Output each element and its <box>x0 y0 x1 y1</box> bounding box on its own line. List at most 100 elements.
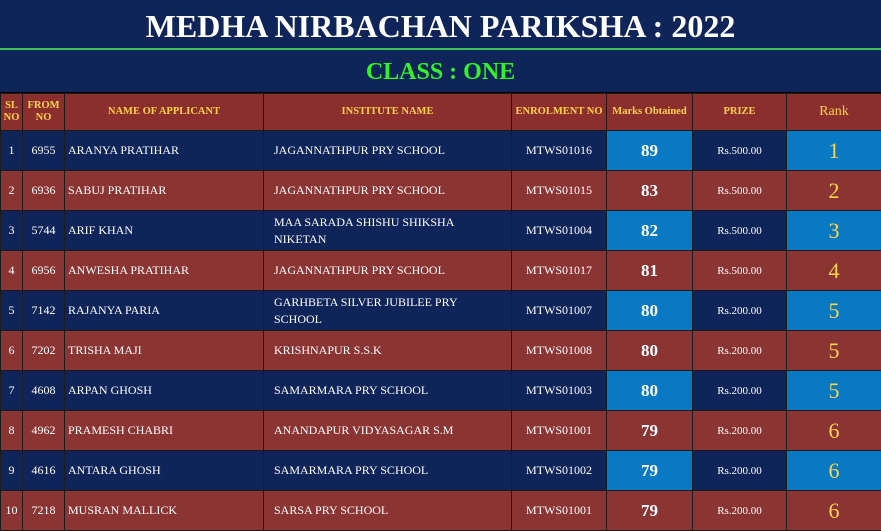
prize-cell: Rs.200.00 <box>692 410 787 451</box>
rank-cell: 3 <box>786 210 881 251</box>
from-no-cell: 7218 <box>22 490 65 531</box>
prize-cell: Rs.200.00 <box>692 330 787 371</box>
prize-cell: Rs.500.00 <box>692 250 787 291</box>
results-table: SL NO FROM NO NAME OF APPLICANT INSTITUT… <box>0 93 881 531</box>
sl-no-cell: 6 <box>0 330 23 371</box>
table-row: 5 7142 RAJANYA PARIA GARHBETA SILVER JUB… <box>0 290 881 331</box>
prize-cell: Rs.200.00 <box>692 290 787 331</box>
rank-cell: 6 <box>786 450 881 491</box>
marks-cell: 79 <box>606 450 693 491</box>
enrolment-no-cell: MTWS01017 <box>511 250 607 291</box>
header-applicant-name: NAME OF APPLICANT <box>64 93 264 131</box>
table-row: 8 4962 PRAMESH CHABRI ANANDAPUR VIDYASAG… <box>0 410 881 451</box>
table-row: 2 6936 SABUJ PRATIHAR JAGANNATHPUR PRY S… <box>0 170 881 211</box>
table-row: 6 7202 TRISHA MAJI KRISHNAPUR S.S.K MTWS… <box>0 330 881 371</box>
rank-cell: 2 <box>786 170 881 211</box>
enrolment-no-cell: MTWS01003 <box>511 370 607 411</box>
header-rank: Rank <box>786 93 881 131</box>
marks-cell: 81 <box>606 250 693 291</box>
prize-cell: Rs.200.00 <box>692 450 787 491</box>
institute-name-cell: SAMARMARA PRY SCHOOL <box>263 450 512 491</box>
table-row: 4 6956 ANWESHA PRATIHAR JAGANNATHPUR PRY… <box>0 250 881 291</box>
prize-cell: Rs.200.00 <box>692 490 787 531</box>
applicant-name-cell: ANWESHA PRATIHAR <box>64 250 264 291</box>
applicant-name-cell: ANTARA GHOSH <box>64 450 264 491</box>
from-no-cell: 6936 <box>22 170 65 211</box>
table-header-row: SL NO FROM NO NAME OF APPLICANT INSTITUT… <box>0 93 881 131</box>
sl-no-cell: 2 <box>0 170 23 211</box>
marks-cell: 80 <box>606 290 693 331</box>
applicant-name-cell: ARIF KHAN <box>64 210 264 251</box>
institute-name-cell: GARHBETA SILVER JUBILEE PRY SCHOOL <box>263 290 512 331</box>
header-sl-no: SL NO <box>0 93 23 131</box>
from-no-cell: 4608 <box>22 370 65 411</box>
enrolment-no-cell: MTWS01002 <box>511 450 607 491</box>
marks-cell: 89 <box>606 130 693 171</box>
marks-cell: 82 <box>606 210 693 251</box>
sl-no-cell: 10 <box>0 490 23 531</box>
rank-cell: 1 <box>786 130 881 171</box>
from-no-cell: 7142 <box>22 290 65 331</box>
applicant-name-cell: MUSRAN MALLICK <box>64 490 264 531</box>
institute-name-cell: KRISHNAPUR S.S.K <box>263 330 512 371</box>
applicant-name-cell: SABUJ PRATIHAR <box>64 170 264 211</box>
enrolment-no-cell: MTWS01007 <box>511 290 607 331</box>
sl-no-cell: 5 <box>0 290 23 331</box>
enrolment-no-cell: MTWS01004 <box>511 210 607 251</box>
institute-name-cell: ANANDAPUR VIDYASAGAR S.M <box>263 410 512 451</box>
institute-name-cell: JAGANNATHPUR PRY SCHOOL <box>263 250 512 291</box>
marks-cell: 80 <box>606 330 693 371</box>
applicant-name-cell: ARPAN GHOSH <box>64 370 264 411</box>
from-no-cell: 5744 <box>22 210 65 251</box>
institute-name-cell: MAA SARADA SHISHU SHIKSHA NIKETAN <box>263 210 512 251</box>
header-prize: PRIZE <box>692 93 787 131</box>
class-subtitle: CLASS : ONE <box>0 50 881 93</box>
marks-cell: 79 <box>606 490 693 531</box>
institute-name-cell: SAMARMARA PRY SCHOOL <box>263 370 512 411</box>
from-no-cell: 6955 <box>22 130 65 171</box>
prize-cell: Rs.500.00 <box>692 130 787 171</box>
sl-no-cell: 7 <box>0 370 23 411</box>
applicant-name-cell: ARANYA PRATIHAR <box>64 130 264 171</box>
table-row: 1 6955 ARANYA PRATIHAR JAGANNATHPUR PRY … <box>0 130 881 171</box>
institute-name-cell: JAGANNATHPUR PRY SCHOOL <box>263 130 512 171</box>
rank-cell: 5 <box>786 370 881 411</box>
header-from-no: FROM NO <box>22 93 65 131</box>
from-no-cell: 4616 <box>22 450 65 491</box>
marks-cell: 83 <box>606 170 693 211</box>
marks-cell: 80 <box>606 370 693 411</box>
applicant-name-cell: TRISHA MAJI <box>64 330 264 371</box>
table-row: 10 7218 MUSRAN MALLICK SARSA PRY SCHOOL … <box>0 490 881 531</box>
applicant-name-cell: RAJANYA PARIA <box>64 290 264 331</box>
enrolment-no-cell: MTWS01001 <box>511 410 607 451</box>
rank-cell: 5 <box>786 330 881 371</box>
from-no-cell: 6956 <box>22 250 65 291</box>
table-row: 9 4616 ANTARA GHOSH SAMARMARA PRY SCHOOL… <box>0 450 881 491</box>
header-enrolment-no: ENROLMENT NO <box>511 93 607 131</box>
sl-no-cell: 8 <box>0 410 23 451</box>
prize-cell: Rs.200.00 <box>692 370 787 411</box>
table-row: 7 4608 ARPAN GHOSH SAMARMARA PRY SCHOOL … <box>0 370 881 411</box>
header-institute-name: INSTITUTE NAME <box>263 93 512 131</box>
prize-cell: Rs.500.00 <box>692 170 787 211</box>
rank-cell: 4 <box>786 250 881 291</box>
sl-no-cell: 4 <box>0 250 23 291</box>
page-title: MEDHA NIRBACHAN PARIKSHA : 2022 <box>0 0 881 50</box>
applicant-name-cell: PRAMESH CHABRI <box>64 410 264 451</box>
from-no-cell: 4962 <box>22 410 65 451</box>
enrolment-no-cell: MTWS01016 <box>511 130 607 171</box>
table-row: 3 5744 ARIF KHAN MAA SARADA SHISHU SHIKS… <box>0 210 881 251</box>
rank-cell: 6 <box>786 410 881 451</box>
rank-cell: 5 <box>786 290 881 331</box>
institute-name-cell: JAGANNATHPUR PRY SCHOOL <box>263 170 512 211</box>
sl-no-cell: 3 <box>0 210 23 251</box>
sl-no-cell: 9 <box>0 450 23 491</box>
rank-cell: 6 <box>786 490 881 531</box>
prize-cell: Rs.500.00 <box>692 210 787 251</box>
institute-name-cell: SARSA PRY SCHOOL <box>263 490 512 531</box>
enrolment-no-cell: MTWS01008 <box>511 330 607 371</box>
enrolment-no-cell: MTWS01001 <box>511 490 607 531</box>
sl-no-cell: 1 <box>0 130 23 171</box>
enrolment-no-cell: MTWS01015 <box>511 170 607 211</box>
header-marks-obtained: Marks Obtained <box>606 93 693 131</box>
